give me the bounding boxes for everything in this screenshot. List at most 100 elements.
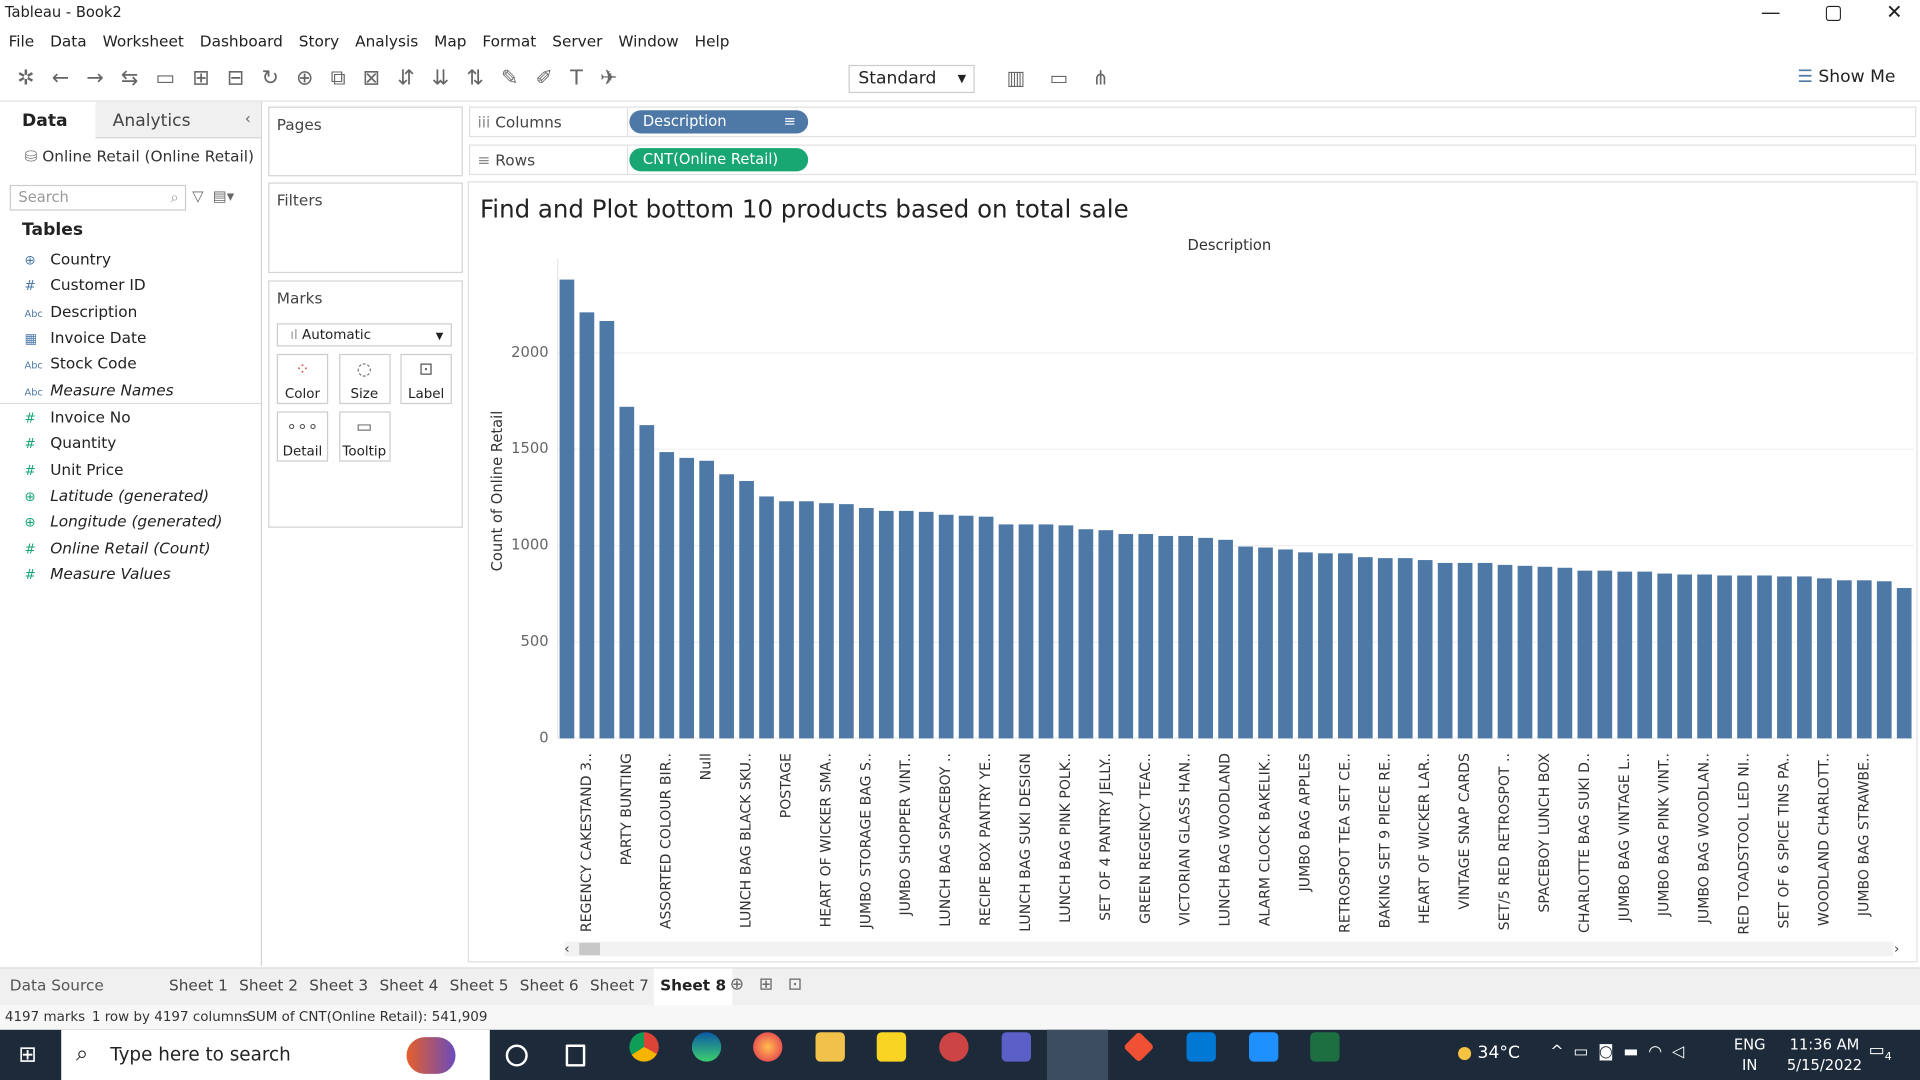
x-tick-label: BAKING SET 9 PIECE RE.. — [1377, 753, 1393, 928]
field[interactable]: ⊕ Latitude (generated) — [24, 486, 209, 504]
mark-button[interactable]: ▭ Tooltip — [338, 411, 391, 462]
sheet-tab[interactable]: Sheet 8 — [653, 968, 733, 1009]
sheet-tab[interactable]: Sheet 7 — [589, 975, 649, 995]
edge[interactable] — [691, 1032, 722, 1062]
explorer[interactable] — [815, 1032, 845, 1062]
collapse[interactable]: ‹ — [244, 110, 251, 128]
menu-item[interactable]: Story — [298, 31, 340, 51]
sheet-tab[interactable]: Sheet 5 — [449, 975, 509, 995]
field-name: Stock Code — [50, 354, 137, 373]
chrome[interactable] — [629, 1032, 659, 1062]
analytics-tab[interactable]: Analytics — [112, 111, 191, 132]
weather[interactable]: ● 34°C — [1457, 1043, 1520, 1063]
sticky-notes[interactable] — [876, 1032, 907, 1062]
start-button[interactable]: ⊞ — [18, 1042, 37, 1068]
fit-dropdown[interactable]: Standard ▼ — [848, 64, 975, 94]
paint[interactable] — [939, 1032, 969, 1062]
field[interactable]: # Customer ID — [24, 276, 145, 294]
menu-item[interactable]: Format — [482, 31, 537, 51]
vscode[interactable] — [1186, 1032, 1216, 1062]
menu-item[interactable]: Analysis — [355, 31, 419, 51]
toolbar-icons-right[interactable]: ▥▭⋔ — [1006, 66, 1134, 90]
x-tick-label: CHARLOTTE BAG SUKI D.. — [1577, 753, 1593, 933]
field-icon: ⊕ — [24, 514, 36, 531]
menu-item[interactable]: Dashboard — [199, 31, 283, 51]
rows-pill[interactable]: CNT(Online Retail) — [629, 148, 809, 172]
bar — [799, 501, 814, 739]
bar — [1078, 529, 1094, 739]
menu-item[interactable]: Worksheet — [102, 31, 184, 51]
new-sheet-icons[interactable]: ⊕⊞⊡ — [729, 974, 817, 995]
menu-item[interactable]: Help — [694, 31, 730, 51]
field[interactable]: ⊕ Longitude (generated) — [24, 512, 222, 530]
search-box[interactable]: Search ⌕ — [9, 184, 187, 211]
field-icon: ⊕ — [24, 252, 36, 269]
mark-button[interactable]: ⊡ Label — [400, 353, 452, 405]
field[interactable]: ▦ Invoice Date — [24, 328, 146, 346]
source-name: Online Retail (Online Retail) — [42, 146, 255, 166]
field[interactable]: # Quantity — [24, 434, 116, 452]
task-switch[interactable] — [565, 1044, 586, 1067]
data-source-tab[interactable]: Data Source — [9, 975, 104, 995]
field[interactable]: ⊕ Country — [24, 250, 111, 268]
region: IN — [1742, 1056, 1758, 1074]
sheet-tab[interactable]: Sheet 2 — [239, 975, 299, 995]
menu-item[interactable]: File — [8, 31, 35, 51]
x-tick-label: SPACEBOY LUNCH BOX — [1537, 753, 1553, 913]
x-tick-label: SET OF 6 SPICE TINS PA.. — [1776, 753, 1792, 928]
svg-text:‹: ‹ — [564, 942, 569, 957]
menu-item[interactable]: Data — [50, 31, 87, 51]
scroll-thumb[interactable] — [579, 942, 601, 956]
menu-item[interactable]: Server — [552, 31, 603, 51]
bar — [1577, 570, 1593, 739]
bar — [1158, 535, 1174, 739]
toolbar-icons[interactable]: ✲←→⇆▭⊞⊟↻⊕⧉⊠⇵⇊⇅✎✐T✈ — [17, 66, 635, 91]
sheet-tab[interactable]: Sheet 4 — [379, 975, 439, 995]
tray-icons[interactable]: ^▭◙▬◠◁ — [1550, 1043, 1694, 1062]
field-icon: # — [24, 566, 36, 583]
language[interactable]: ENG IN — [1734, 1035, 1766, 1077]
tableau-task[interactable] — [1046, 1029, 1109, 1080]
columns-pill[interactable]: Description ≡ — [629, 110, 809, 134]
menu-item[interactable]: Window — [618, 31, 679, 51]
sheet-tab[interactable]: Sheet 3 — [309, 975, 369, 995]
x-tick-label: WOODLAND CHARLOTT.. — [1816, 753, 1832, 926]
mark-button-label: Size — [350, 385, 379, 402]
teams[interactable] — [1001, 1032, 1032, 1062]
firefox[interactable] — [753, 1032, 783, 1062]
mark-button[interactable]: ⁘ Color — [276, 353, 329, 405]
columns-label: iii Columns — [477, 112, 562, 132]
field[interactable]: Abc Measure Names — [24, 380, 173, 398]
field[interactable]: Abc Description — [24, 302, 137, 320]
time: 11:36 AM — [1789, 1035, 1860, 1054]
notifications[interactable]: ▭4 — [1868, 1040, 1892, 1064]
scrollbar[interactable] — [564, 941, 1894, 957]
menu-item[interactable]: Map — [434, 31, 467, 51]
show-me[interactable]: ☰ Show Me — [1797, 67, 1896, 87]
mark-type[interactable]: ıl Automatic ▼ — [276, 323, 452, 347]
window-controls[interactable]: — ▢ ✕ — [1760, 0, 1903, 24]
mark-button[interactable]: ∘∘∘ Detail — [276, 411, 329, 462]
task-view[interactable] — [505, 1044, 528, 1067]
taskbar-search[interactable]: ⌕ Type here to search — [61, 1029, 490, 1080]
field[interactable]: # Online Retail (Count) — [24, 538, 210, 556]
rows-label: ≡ Rows — [477, 150, 536, 169]
sheet-tab[interactable]: Sheet 6 — [519, 975, 579, 995]
sheet-tab[interactable]: Sheet 1 — [168, 975, 228, 995]
field[interactable]: # Unit Price — [24, 460, 123, 478]
bar — [699, 460, 715, 739]
mark-button[interactable]: ◌ Size — [338, 353, 391, 405]
field[interactable]: # Invoice No — [24, 408, 130, 426]
data-source[interactable]: ⛁ Online Retail (Online Retail) — [24, 146, 255, 166]
field[interactable]: Abc Stock Code — [24, 354, 136, 372]
filter-icons[interactable]: ▽ ▤▾ — [192, 187, 235, 205]
bar — [1457, 562, 1473, 739]
bar — [759, 496, 774, 739]
bar — [958, 515, 974, 739]
excel[interactable] — [1310, 1032, 1340, 1062]
x-tick-label: RED TOADSTOOL LED NI.. — [1737, 753, 1753, 935]
field[interactable]: # Measure Values — [24, 564, 170, 582]
clock[interactable]: 11:36 AM 5/15/2022 — [1785, 1035, 1863, 1077]
data-tab[interactable]: Data — [22, 111, 68, 132]
photos[interactable] — [1248, 1032, 1279, 1062]
